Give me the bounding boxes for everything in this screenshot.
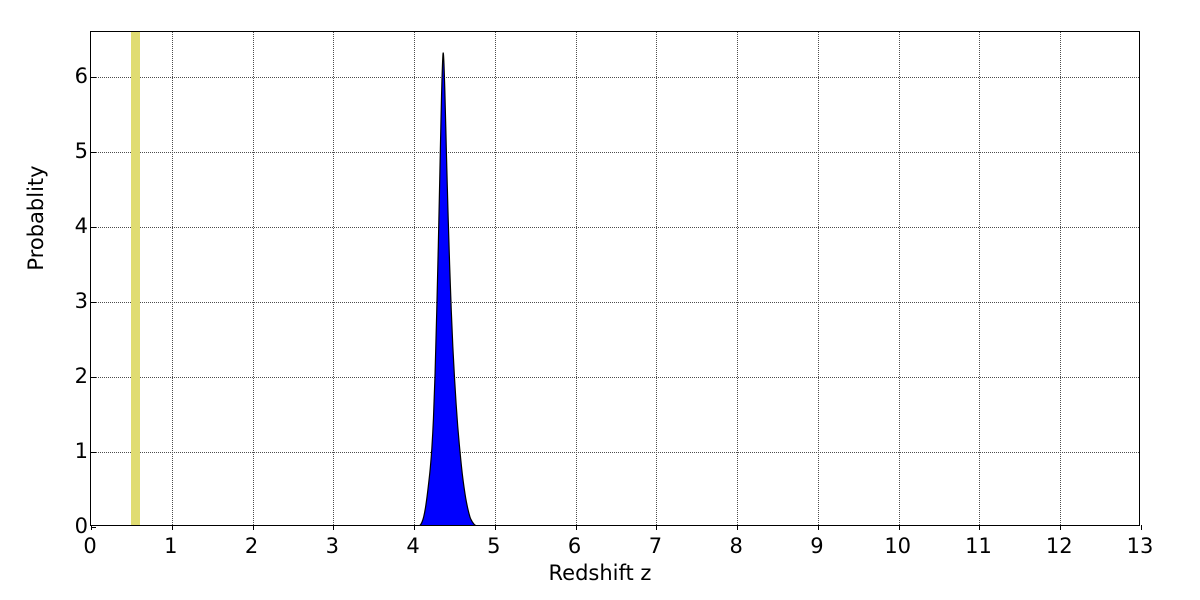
x-tick-mark (817, 525, 819, 530)
gridline-horizontal (91, 377, 1139, 378)
y-tick-mark (91, 527, 96, 528)
x-tick-label: 13 (1126, 534, 1154, 558)
x-tick-mark (171, 525, 173, 530)
y-tick-label: 1 (74, 439, 88, 463)
y-tick-mark (91, 452, 96, 453)
y-tick-label: 6 (74, 64, 88, 88)
x-tick-mark (414, 525, 416, 530)
x-tick-label: 9 (810, 534, 824, 558)
pdf-filled-path (419, 52, 476, 525)
y-tick-label: 0 (74, 514, 88, 538)
gridline-vertical (979, 32, 981, 525)
gridline-vertical (333, 32, 335, 525)
gridline-vertical (494, 32, 496, 525)
x-tick-mark (252, 525, 254, 530)
y-axis-title: Probablity (24, 165, 48, 271)
x-tick-label: 7 (648, 534, 663, 558)
gridline-vertical (414, 32, 416, 525)
y-tick-mark (91, 77, 96, 78)
y-tick-label: 3 (74, 289, 88, 313)
y-tick-label: 4 (74, 214, 88, 238)
x-tick-mark (575, 525, 577, 530)
pdf-curve (419, 52, 476, 525)
y-tick-label: 5 (74, 139, 88, 163)
x-tick-label: 10 (884, 534, 912, 558)
x-tick-label: 12 (1045, 534, 1073, 558)
plot-axes (90, 31, 1142, 530)
y-tick-label: 2 (74, 364, 88, 388)
y-tick-mark (91, 377, 96, 378)
gridline-vertical (737, 32, 739, 525)
x-tick-label: 0 (83, 534, 97, 558)
x-tick-label: 4 (406, 534, 420, 558)
y-tick-mark (91, 152, 96, 153)
x-tick-mark (656, 525, 658, 530)
x-tick-mark (333, 525, 335, 530)
x-tick-label: 2 (244, 534, 259, 558)
x-tick-label: 5 (487, 534, 501, 558)
x-tick-mark (1060, 525, 1062, 530)
gridline-vertical (898, 32, 900, 525)
y-tick-mark (91, 227, 96, 228)
gridline-vertical (252, 32, 254, 525)
gridline-vertical (1060, 32, 1062, 525)
x-tick-label: 8 (729, 534, 743, 558)
gridline-vertical (575, 32, 577, 525)
gridline-vertical (656, 32, 658, 525)
y-tick-mark (91, 302, 96, 303)
x-tick-mark (898, 525, 900, 530)
gridline-vertical (171, 32, 173, 525)
gridline-horizontal (91, 77, 1139, 78)
x-tick-label: 11 (965, 534, 992, 558)
x-tick-label: 3 (325, 534, 339, 558)
x-tick-mark (1141, 525, 1142, 530)
x-tick-mark (737, 525, 739, 530)
gridline-vertical (817, 32, 819, 525)
gridline-horizontal (91, 152, 1139, 153)
gridline-horizontal (91, 227, 1139, 228)
x-tick-mark (979, 525, 981, 530)
gridline-horizontal (91, 452, 1139, 453)
x-axis-title: Redshift z (548, 561, 652, 585)
spec-z-band (130, 32, 141, 525)
x-tick-mark (494, 525, 496, 530)
x-tick-label: 6 (567, 534, 582, 558)
gridline-horizontal (91, 302, 1139, 303)
plot-area (91, 32, 1139, 525)
x-tick-label: 1 (164, 534, 178, 558)
